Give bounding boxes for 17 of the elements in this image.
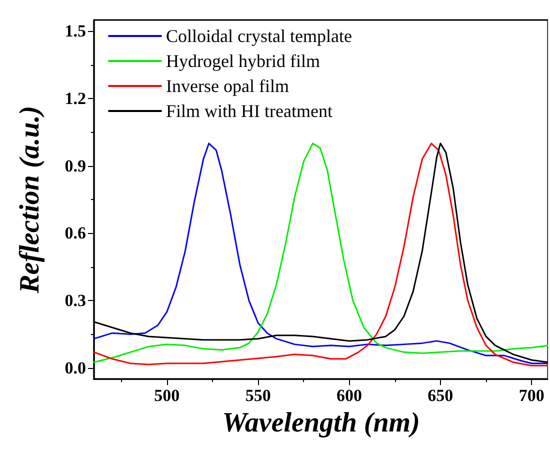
legend-label: Inverse opal film bbox=[166, 76, 289, 96]
y-tick-label: 0.0 bbox=[64, 358, 86, 378]
legend-label: Colloidal crystal template bbox=[166, 26, 352, 46]
x-tick-label: 550 bbox=[245, 386, 271, 406]
y-tick-label: 0.6 bbox=[64, 224, 86, 243]
y-tick-label: 0.3 bbox=[64, 291, 86, 310]
y-tick-label: 1.2 bbox=[64, 89, 86, 108]
x-tick-label: 700 bbox=[518, 386, 544, 406]
y-tick-label: 0.9 bbox=[64, 156, 86, 176]
y-axis-title: Reflection (a.u.) bbox=[14, 106, 46, 294]
y-tick-label: 1.5 bbox=[64, 22, 86, 41]
x-tick-label: 500 bbox=[154, 386, 180, 406]
x-tick-label: 600 bbox=[336, 386, 362, 406]
legend-label: Hydrogel hybrid film bbox=[166, 51, 320, 71]
x-tick-label: 650 bbox=[428, 386, 454, 406]
legend-label: Film with HI treatment bbox=[166, 101, 332, 121]
x-axis-title: Wavelength (nm) bbox=[222, 408, 420, 438]
